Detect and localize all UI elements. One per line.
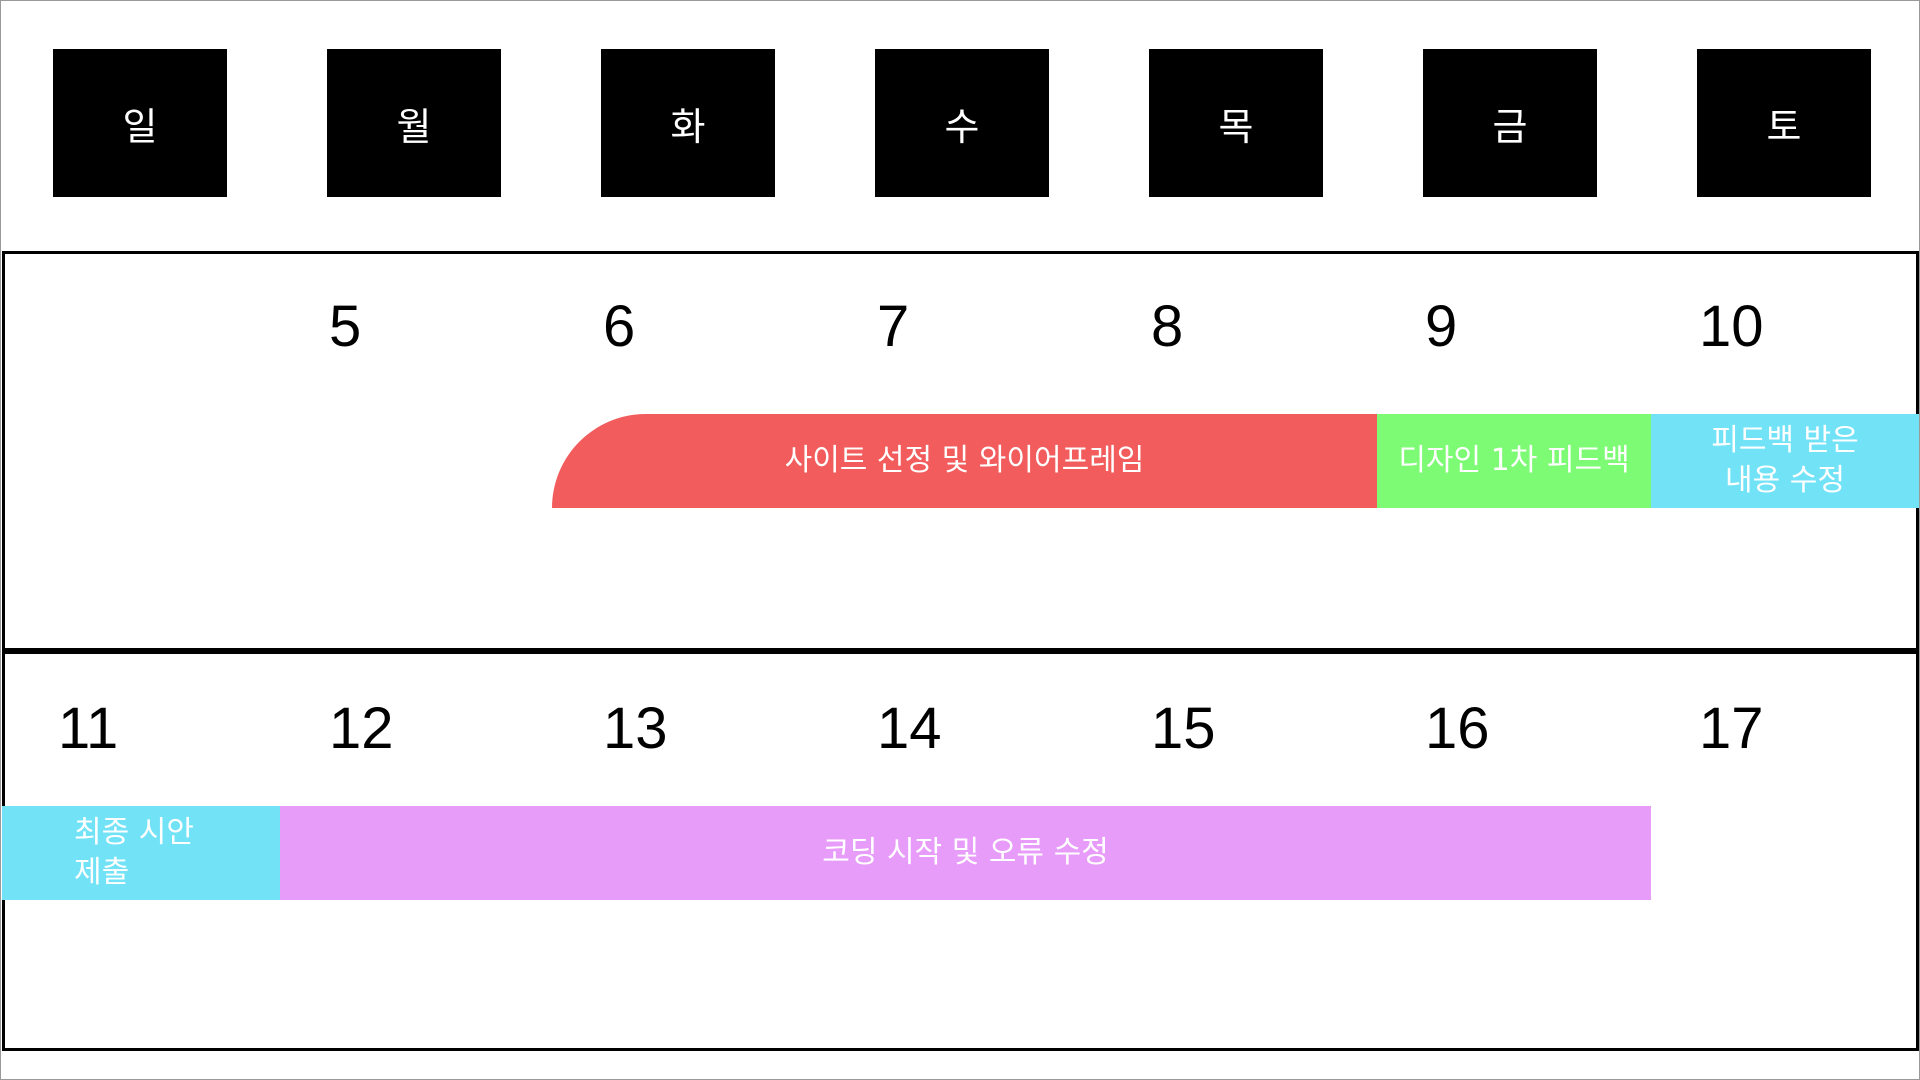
date-cell[interactable]: 7 <box>877 294 910 359</box>
week-row-1: 5 6 7 8 9 10 사이트 선정 및 와이어프레임 디자인 1차 피드백 … <box>2 251 1919 651</box>
date-cell[interactable]: 12 <box>329 696 394 761</box>
date-cell[interactable]: 10 <box>1699 294 1764 359</box>
date-cell[interactable]: 9 <box>1425 294 1458 359</box>
event-final-draft-submission[interactable]: 최종 시안 제출 <box>2 806 280 900</box>
event-label: 최종 시안 제출 <box>74 814 194 891</box>
date-cell[interactable]: 14 <box>877 696 942 761</box>
weekday-header-sat: 토 <box>1697 49 1871 197</box>
event-label: 코딩 시작 및 오류 수정 <box>822 834 1109 870</box>
event-coding-and-bugfix[interactable]: 코딩 시작 및 오류 수정 <box>280 806 1651 900</box>
weekday-header-wed: 수 <box>875 49 1049 197</box>
weekday-header-mon: 월 <box>327 49 501 197</box>
date-cell[interactable]: 15 <box>1151 696 1216 761</box>
weekday-header-thu: 목 <box>1149 49 1323 197</box>
event-label: 사이트 선정 및 와이어프레임 <box>784 442 1145 478</box>
date-cell[interactable]: 8 <box>1151 294 1184 359</box>
date-cell[interactable]: 16 <box>1425 696 1490 761</box>
event-site-selection-wireframe[interactable]: 사이트 선정 및 와이어프레임 <box>552 414 1377 508</box>
date-cell[interactable]: 17 <box>1699 696 1764 761</box>
weekday-header-fri: 금 <box>1423 49 1597 197</box>
date-cell[interactable]: 6 <box>603 294 636 359</box>
week-row-2: 11 12 13 14 15 16 17 최종 시안 제출 코딩 시작 및 오류… <box>2 651 1919 1051</box>
event-label: 디자인 1차 피드백 <box>1398 442 1630 478</box>
event-label: 피드백 받은 내용 수정 <box>1711 422 1859 499</box>
event-revise-feedback[interactable]: 피드백 받은 내용 수정 <box>1651 414 1919 508</box>
weekday-header-tue: 화 <box>601 49 775 197</box>
date-cell[interactable]: 11 <box>58 696 119 761</box>
event-design-first-feedback[interactable]: 디자인 1차 피드백 <box>1377 414 1651 508</box>
weekday-header-sun: 일 <box>53 49 227 197</box>
date-cell[interactable]: 5 <box>329 294 362 359</box>
date-cell[interactable]: 13 <box>603 696 668 761</box>
